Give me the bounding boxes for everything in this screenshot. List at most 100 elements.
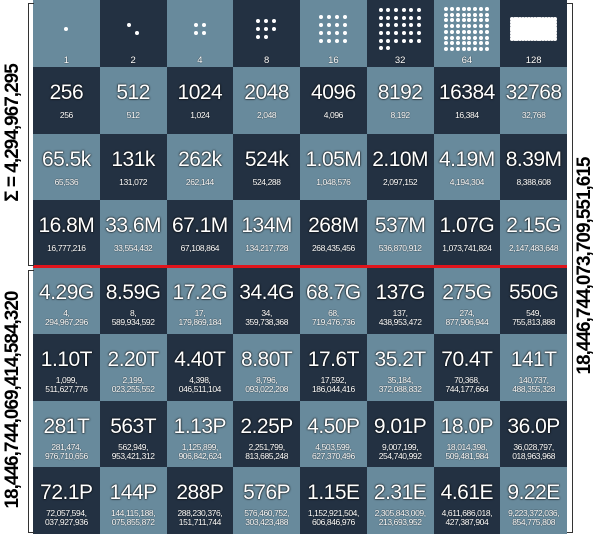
grain-dot	[535, 28, 540, 33]
exact-value-line: 075,855,872	[111, 517, 155, 528]
grain-dot	[529, 25, 534, 30]
grain-dot	[521, 34, 526, 39]
grain-dot	[532, 16, 537, 21]
square-54: 9.01P 9,007,199, 254,740,992	[366, 400, 434, 468]
grain-dot	[552, 28, 557, 33]
exact-value-line: 144,115,188,	[111, 508, 156, 519]
grain-dot	[272, 19, 277, 23]
grain-dot	[319, 23, 323, 27]
grain-dot	[509, 25, 514, 30]
square-35: 17.2G 17, 179,869,184	[166, 267, 234, 334]
grain-dots	[371, 2, 430, 52]
exact-value-line: 906,842,624	[178, 450, 222, 461]
grain-dot	[515, 34, 520, 39]
grain-dot	[450, 35, 455, 40]
top-half-sum-label: Σ = 4,294,967,295	[2, 64, 23, 202]
square-60: 576P 576,460,752, 303,423,488	[233, 467, 300, 534]
bottom-half-bracket	[28, 270, 34, 533]
top-half-bracket	[28, 3, 34, 266]
abbreviated-value: 9.22E	[507, 481, 560, 505]
grain-count: 8	[263, 54, 270, 66]
exact-value: 72,057,594, 037,927,936	[33, 509, 100, 527]
grain-dot	[327, 15, 331, 19]
grain-dot	[524, 16, 529, 21]
grain-dot	[335, 39, 339, 43]
exact-value-line: 4,	[63, 308, 70, 318]
grain-dot	[512, 37, 517, 42]
square-58: 144P 144,115,188, 075,855,872	[99, 467, 167, 534]
grain-dot	[541, 25, 546, 30]
grain-dot	[549, 22, 554, 27]
grain-dot	[521, 25, 526, 30]
grain-dot	[450, 41, 455, 46]
abbreviated-value: 1.07G	[439, 214, 495, 238]
exact-value-line: 046,511,104	[178, 383, 222, 394]
square-42: 2.20T 2,199, 023,255,552	[99, 333, 167, 401]
grain-dot	[538, 37, 543, 42]
grain-dot	[450, 24, 455, 29]
grain-dot	[535, 37, 540, 42]
exact-value: 8, 589,934,592	[100, 309, 167, 327]
grain-dot	[319, 15, 323, 19]
grain-dot	[552, 37, 557, 42]
grain-dots	[304, 2, 363, 52]
grain-dot	[461, 29, 466, 34]
grain-dot	[541, 19, 546, 24]
square-56: 36.0P 36,028,797, 018,963,968	[500, 400, 567, 468]
grain-dot	[461, 12, 466, 17]
square-3: 4	[166, 0, 234, 67]
grain-dot	[461, 18, 466, 23]
abbreviated-value: 67.1M	[171, 214, 228, 238]
grain-dot	[521, 28, 526, 33]
exact-value-line: 2,147,483,648	[509, 243, 559, 254]
grain-dot	[455, 41, 460, 46]
grain-dot	[541, 28, 546, 33]
exact-value-line: 262,144	[185, 176, 214, 187]
grain-dot	[515, 31, 520, 36]
exact-value: 1,099, 511,627,776	[33, 375, 100, 394]
exact-value-line: 589,934,592	[111, 317, 155, 327]
exact-value-line: 72,057,594,	[46, 508, 87, 519]
grain-dot	[256, 19, 261, 23]
grain-dot	[552, 19, 557, 24]
exact-value-line: 67,108,864	[180, 243, 220, 254]
exact-value-line: 17,592,	[320, 374, 347, 385]
grain-dot	[509, 22, 514, 27]
grain-dot	[378, 38, 383, 43]
grain-dot	[509, 19, 514, 24]
grain-dot	[193, 23, 198, 27]
abbreviated-value: 2.10M	[372, 147, 429, 171]
abbreviated-value: 8.39M	[505, 147, 562, 171]
grain-dot	[521, 16, 526, 21]
grain-dot	[484, 41, 489, 46]
grain-dot	[532, 25, 537, 30]
grain-dot	[126, 23, 131, 27]
grain-dot	[393, 38, 398, 43]
exact-value: 8,192	[367, 110, 434, 120]
exact-value-line: 511,627,776	[45, 383, 88, 394]
grain-dot	[518, 28, 523, 33]
exact-value: 2,305,843,009, 213,693,952	[367, 509, 434, 527]
exact-value: 1,024	[167, 110, 234, 120]
square-59: 288P 288,230,376, 151,711,744	[166, 467, 234, 534]
grain-dot	[467, 41, 472, 46]
exact-value-line: 131,072	[119, 176, 148, 187]
grain-dot	[512, 19, 517, 24]
grain-dot	[478, 41, 483, 46]
exact-value-line: 4,194,304	[449, 176, 485, 187]
grain-dot	[515, 22, 520, 27]
grain-dot	[478, 6, 483, 11]
grain-dot	[518, 34, 523, 39]
grain-dot	[467, 24, 472, 29]
grain-dot	[484, 12, 489, 17]
square-33: 4.29G 4, 294,967,296	[33, 267, 100, 334]
grain-dot	[473, 35, 478, 40]
grain-dot	[461, 41, 466, 46]
grain-dot	[444, 29, 449, 34]
grain-dot	[319, 39, 323, 43]
abbreviated-value: 137G	[375, 281, 425, 304]
grain-dot	[552, 31, 557, 36]
square-11: 1024 1,024	[166, 66, 234, 134]
grain-dot	[549, 19, 554, 24]
exact-value-line: 32,768	[521, 109, 546, 120]
